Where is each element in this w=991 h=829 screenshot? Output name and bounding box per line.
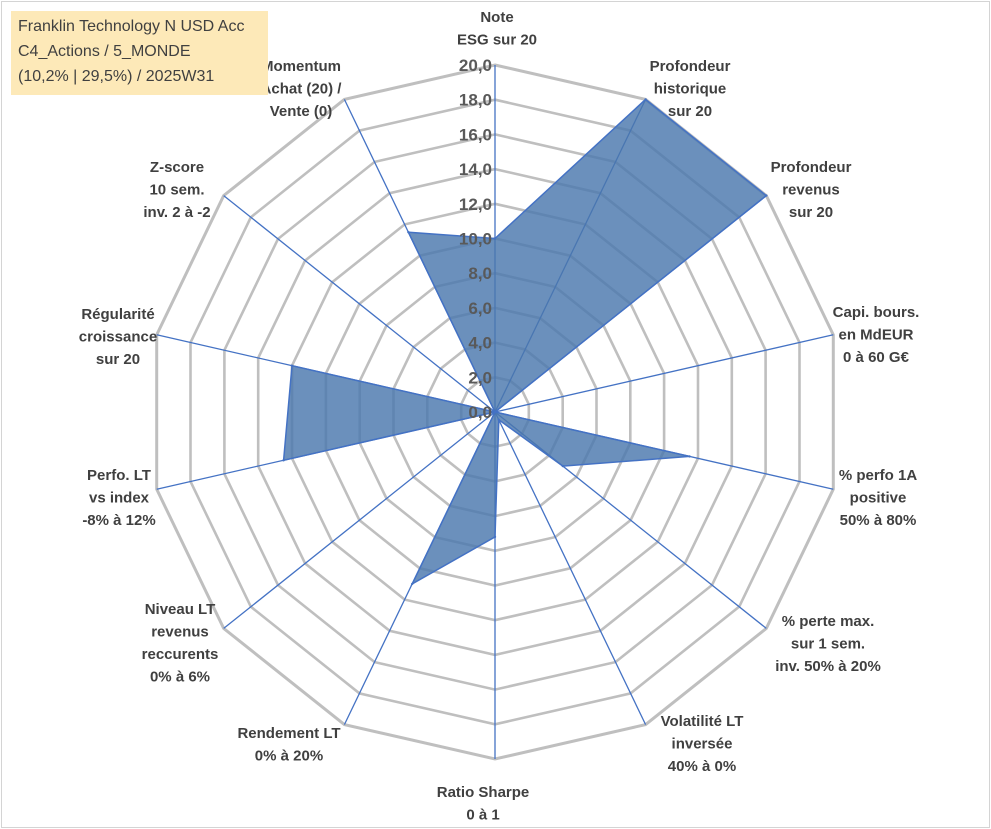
series-point (290, 364, 294, 367)
axis-label: 50% à 80% (840, 512, 917, 529)
series-point (493, 237, 497, 240)
radar-series (282, 98, 768, 586)
axis-label: % perte max. (782, 613, 875, 630)
tick-label: 18,0 (459, 91, 492, 110)
axis-label: Note (480, 9, 513, 26)
axis-spoke (494, 334, 834, 413)
axis-label: vs index (89, 490, 150, 507)
series-point (493, 535, 497, 539)
axis-label: Achat (20) / (261, 81, 343, 98)
axis-labels: Note ESG sur 20 Profondeur historique sur 20… (79, 9, 920, 824)
axis-label: Niveau LT (145, 601, 216, 618)
tick-label: 8,0 (468, 264, 492, 283)
axis-label: 40% à 0% (668, 758, 736, 775)
fund-stats: (10,2% | 29,5%) / 2025W31 (18, 68, 215, 85)
axis-label: reccurents (142, 646, 219, 663)
fund-category: C4_Actions / 5_MONDE (18, 43, 191, 60)
series-point (411, 582, 414, 586)
tick-label: 6,0 (468, 299, 492, 318)
axis-label: Momentum (261, 58, 341, 75)
tick-label: 20,0 (459, 56, 492, 75)
axis-label: Profondeur (650, 58, 731, 75)
tick-label: 2,0 (468, 368, 492, 387)
axis-label: 0% à 6% (150, 669, 210, 686)
fund-info-box: Franklin Technology N USD Acc C4_Actions… (11, 11, 268, 95)
axis-label: Rendement LT (237, 725, 340, 742)
axis-label: Vente (0) (270, 103, 333, 120)
series-point (407, 231, 410, 234)
series-point (561, 464, 564, 468)
series-point (497, 418, 500, 421)
axis-spoke (494, 411, 647, 725)
axis-label: Ratio Sharpe (437, 784, 530, 801)
axis-label: ESG sur 20 (457, 32, 537, 49)
tick-label: 14,0 (459, 160, 492, 179)
axis-label: 0% à 20% (255, 748, 323, 765)
axis-label: historique (654, 81, 727, 98)
axis-label: Profondeur (771, 159, 852, 176)
axis-label: sur 20 (789, 204, 833, 221)
series-point (282, 459, 285, 462)
axis-label: 10 sem. (149, 182, 204, 199)
tick-label: 4,0 (468, 334, 492, 353)
tick-label: 16,0 (459, 125, 492, 144)
axis-label: -8% à 12% (82, 512, 155, 529)
axis-label: positive (850, 490, 907, 507)
radial-tick-labels: 0,0 2,0 4,0 6,0 8,0 10,0 12,0 14,0 16,0 18,0 20,0 (459, 56, 492, 422)
axis-label: revenus (151, 624, 209, 641)
tick-label: 12,0 (459, 195, 492, 214)
axis-spoke (223, 411, 496, 629)
axis-label: revenus (782, 182, 840, 199)
axis-label: inversée (672, 736, 733, 753)
fund-name: Franklin Technology N USD Acc (18, 18, 245, 35)
axis-label: Régularité (81, 306, 154, 323)
axis-label: sur 20 (96, 351, 140, 368)
tick-label: 0,0 (468, 403, 492, 422)
series-point (765, 194, 768, 197)
axis-label: Z-score (150, 159, 204, 176)
axis-label: Perfo. LT (87, 467, 151, 484)
series-point (493, 410, 497, 414)
axis-label: 0 à 60 G€ (843, 349, 910, 366)
axis-label: inv. 50% à 20% (775, 658, 881, 675)
tick-label: 10,0 (459, 230, 492, 249)
axis-label: sur 1 sem. (791, 636, 865, 653)
axis-spoke (223, 195, 496, 413)
axis-label: 0 à 1 (466, 807, 499, 824)
series-point (688, 455, 691, 458)
axis-label: croissance (79, 329, 157, 346)
axis-label: Volatilité LT (661, 713, 744, 730)
series-point (644, 98, 647, 101)
axis-label: sur 20 (668, 103, 712, 120)
axis-label: inv. 2 à -2 (143, 204, 210, 221)
axis-label: % perfo 1A (839, 467, 918, 484)
axis-label: en MdEUR (839, 327, 914, 344)
axis-label: Capi. bours. (833, 304, 920, 321)
